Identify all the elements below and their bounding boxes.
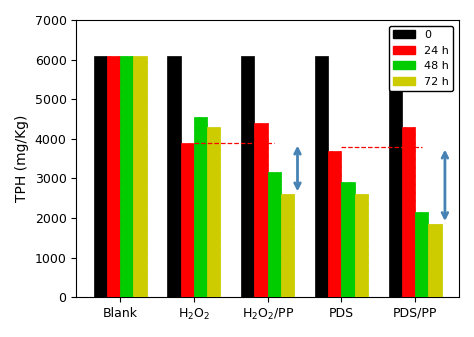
Bar — [94, 56, 107, 297]
Y-axis label: TPH (mg/Kg): TPH (mg/Kg) — [15, 115, 29, 202]
Bar — [315, 56, 328, 297]
Bar — [281, 194, 294, 297]
Bar — [107, 56, 120, 297]
Bar — [134, 56, 147, 297]
Bar — [268, 173, 281, 297]
Bar — [415, 212, 428, 297]
Bar — [194, 117, 207, 297]
Bar — [207, 127, 220, 297]
Bar — [402, 127, 415, 297]
Legend: 0, 24 h, 48 h, 72 h: 0, 24 h, 48 h, 72 h — [389, 26, 454, 91]
Bar — [355, 194, 368, 297]
Bar — [255, 123, 268, 297]
Bar — [181, 143, 194, 297]
Bar — [389, 56, 402, 297]
Bar — [341, 182, 355, 297]
Bar — [328, 151, 341, 297]
Bar — [120, 56, 134, 297]
Bar — [428, 224, 442, 297]
Bar — [167, 56, 181, 297]
Bar — [241, 56, 255, 297]
